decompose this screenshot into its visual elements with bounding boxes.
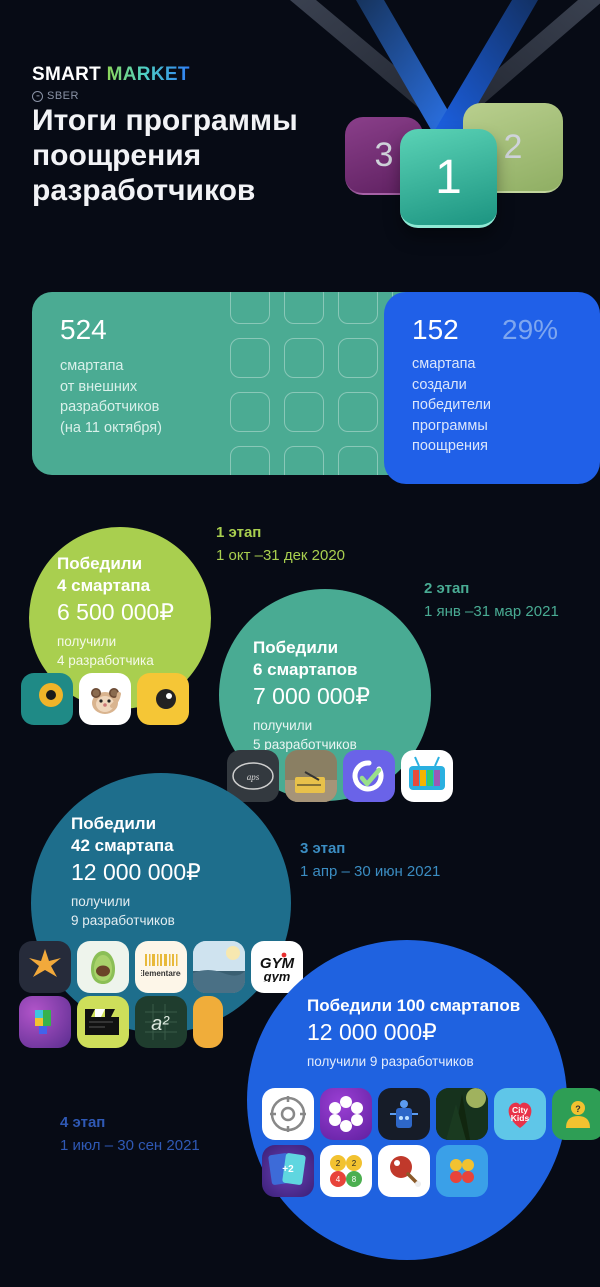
svg-text:2: 2 [336, 1159, 341, 1168]
svg-text:aps: aps [247, 772, 260, 782]
svg-text:4: 4 [336, 1175, 341, 1184]
svg-text:2: 2 [352, 1159, 357, 1168]
svg-text:Elementaree: Elementaree [141, 969, 181, 978]
svg-text:?: ? [575, 1104, 581, 1114]
svg-text:Kids: Kids [511, 1113, 530, 1123]
svg-text:a²: a² [151, 1013, 170, 1035]
svg-text:+2: +2 [282, 1164, 294, 1175]
svg-text:gym: gym [263, 969, 291, 982]
svg-text:8: 8 [352, 1175, 357, 1184]
